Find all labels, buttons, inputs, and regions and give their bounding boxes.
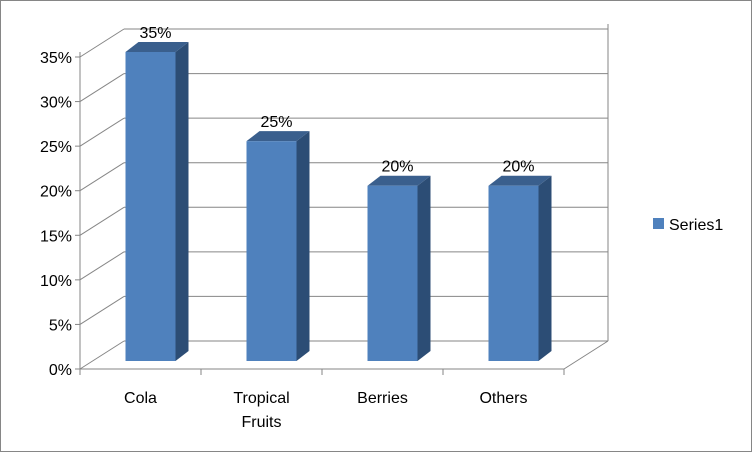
x-category-label: Fruits	[242, 414, 282, 431]
y-tick-label: 35%	[40, 50, 72, 67]
bars	[125, 42, 552, 361]
gridline-side	[79, 162, 125, 192]
gridline-side	[79, 73, 125, 102]
bar-side	[417, 175, 431, 361]
legend: Series1	[653, 217, 723, 234]
bar	[125, 52, 176, 361]
legend-label-series1: Series1	[669, 217, 723, 234]
gridline-side	[79, 28, 125, 58]
x-category-label: Tropical	[233, 390, 289, 407]
y-tick-label: 5%	[49, 317, 72, 334]
y-tick-label: 15%	[40, 228, 72, 245]
y-tick-label: 30%	[40, 95, 72, 112]
bar	[367, 185, 418, 361]
x-category-label: Cola	[124, 390, 157, 407]
gridline-side	[79, 296, 125, 325]
bar-top	[367, 175, 431, 186]
bar-side	[538, 175, 552, 361]
y-tick-label: 10%	[40, 273, 72, 290]
x-category-label: Berries	[357, 390, 408, 407]
gridline-side	[79, 206, 125, 236]
gridline-side	[79, 340, 125, 370]
y-tick-label: 0%	[49, 362, 72, 379]
data-label: 35%	[139, 25, 171, 42]
data-label: 20%	[381, 159, 413, 176]
bar-top	[246, 131, 310, 142]
gridline-side	[79, 251, 125, 281]
x-category-label: Others	[479, 390, 527, 407]
bar	[488, 185, 539, 361]
legend-swatch-series1	[653, 218, 664, 229]
x-axis-categories: Cola Tropical Fruits Berries Others	[124, 390, 527, 431]
floor-right-edge	[563, 340, 609, 370]
y-axis-ticks: 0% 5% 10% 15% 20% 25% 30% 35%	[40, 50, 565, 379]
y-tick-label: 25%	[40, 139, 72, 156]
bar-side	[175, 42, 189, 361]
gridline-side	[79, 117, 125, 147]
data-label: 20%	[502, 159, 534, 176]
bar-top	[488, 175, 552, 186]
y-tick-label: 20%	[40, 184, 72, 201]
data-labels: 35% 25% 20% 20%	[139, 25, 534, 176]
bar-top	[125, 42, 189, 52]
bar-side	[296, 131, 310, 361]
bar	[246, 141, 297, 361]
data-label: 25%	[260, 114, 292, 131]
